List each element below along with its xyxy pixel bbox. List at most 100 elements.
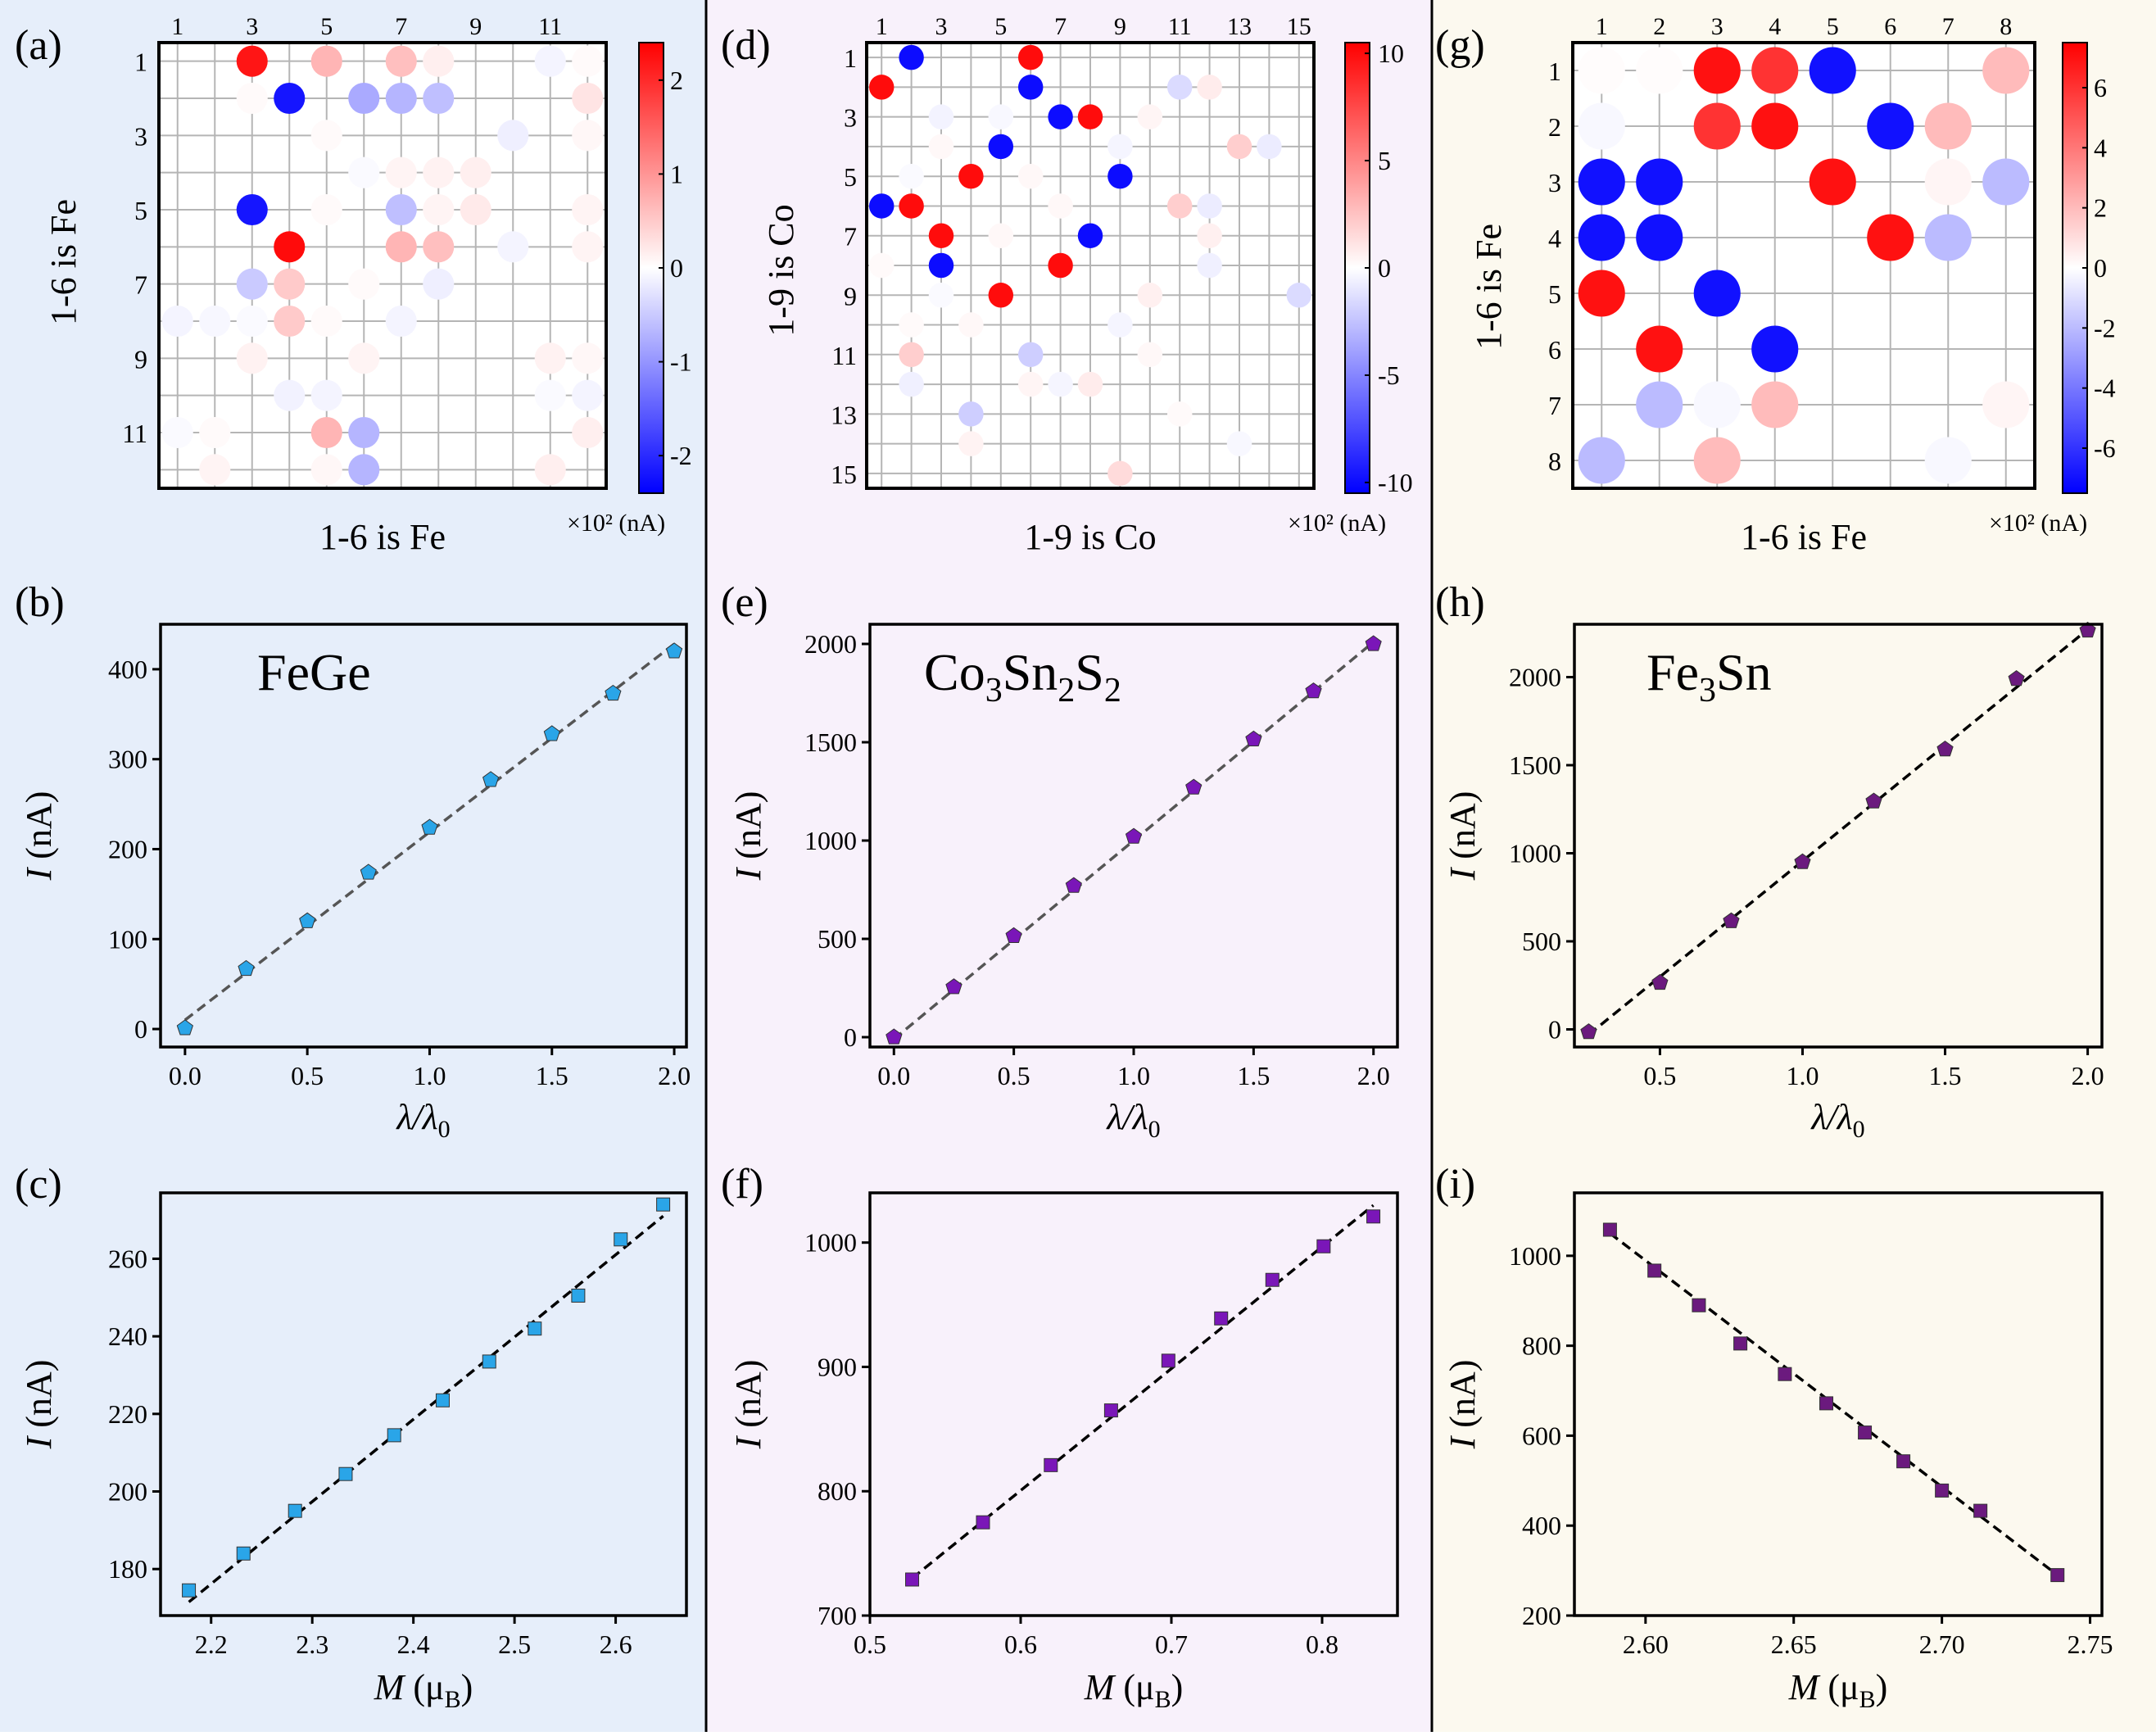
panel-e-scatter: 0.0 0.5 1.0 1.5 2.0 0 500 1000 1500 2000 (e) I (nA)… xyxy=(721,579,1399,1143)
material-label-part: Fe xyxy=(1646,643,1699,701)
y-axis-label: I (nA) xyxy=(728,1360,768,1450)
heatmap-cell xyxy=(1809,47,1856,94)
heatmap-cell xyxy=(928,223,954,248)
heatmap-frame xyxy=(157,41,608,490)
y-tick-label: 400 xyxy=(108,655,147,684)
heatmap-cell xyxy=(1636,47,1683,94)
data-point xyxy=(1936,740,1954,757)
y-tick-label: 200 xyxy=(108,834,147,863)
y-tick-label: 800 xyxy=(1522,1331,1561,1361)
heatmap-cell xyxy=(1017,371,1044,397)
heatmap-cell xyxy=(958,163,984,189)
y-tick-label: 0 xyxy=(1548,1015,1561,1045)
heatmap-cell xyxy=(236,305,268,338)
heatmap-cell xyxy=(1048,371,1073,397)
data-point xyxy=(1161,1353,1175,1368)
heatmap-x-axis-label: 1-9 is Co xyxy=(1024,517,1156,557)
data-point xyxy=(1651,973,1669,990)
heatmap-cell xyxy=(1137,283,1163,308)
y-tick-label: 600 xyxy=(1522,1421,1561,1450)
data-point xyxy=(1044,1457,1058,1472)
plot-frame xyxy=(868,1191,1399,1617)
heatmap-cell xyxy=(1693,102,1741,150)
heatmap-cell xyxy=(928,252,954,279)
heatmap-cell xyxy=(348,82,380,115)
heatmap-cell xyxy=(310,379,342,411)
heatmap-x-tick-label: 11 xyxy=(538,13,562,40)
heatmap-cell xyxy=(1578,158,1625,206)
x-axis-label-sub: B xyxy=(1155,1686,1171,1713)
y-tick-label: 0 xyxy=(844,1022,857,1052)
colorbar-tick-label: -4 xyxy=(2094,374,2116,403)
y-axis-label-symbol: I xyxy=(728,866,768,881)
heatmap-y-tick-label: 5 xyxy=(1548,279,1561,309)
colorbar-tick-label: 5 xyxy=(1378,146,1391,175)
material-label-part: Sn xyxy=(1003,643,1058,701)
data-point xyxy=(886,1028,903,1045)
heatmap-cell xyxy=(1166,193,1193,219)
heatmap-cell xyxy=(1197,223,1222,248)
heatmap-cell xyxy=(385,193,417,226)
y-tick-label: 1000 xyxy=(804,826,857,855)
heatmap-cell xyxy=(1982,47,2030,94)
x-axis-label-close: ) xyxy=(461,1667,473,1707)
x-axis-label-symbol: λ/λ xyxy=(395,1097,437,1137)
data-point xyxy=(1935,1483,1950,1498)
heatmap-y-axis-label: 1-6 is Fe xyxy=(43,199,84,325)
x-axis-label-symbol: M xyxy=(1084,1667,1116,1707)
data-point xyxy=(1858,1426,1873,1440)
x-axis-label: λ/λ0 xyxy=(1810,1097,1864,1143)
heatmap-cell xyxy=(423,268,455,300)
data-point xyxy=(482,1354,496,1369)
data-point xyxy=(1365,635,1382,651)
heatmap-cell xyxy=(1077,223,1103,248)
heatmap-cell xyxy=(1924,102,1972,150)
colorbar-tick-label: 4 xyxy=(2094,133,2107,162)
heatmap-cell xyxy=(1107,312,1133,338)
heatmap-cell xyxy=(899,371,924,397)
heatmap-x-tick-label: 3 xyxy=(246,13,258,40)
heatmap-cell xyxy=(1751,47,1799,94)
y-axis-label-unit: (nA) xyxy=(1443,1360,1483,1437)
heatmap-cell xyxy=(1636,325,1683,373)
fit-line xyxy=(1609,1232,2059,1576)
heatmap-cell xyxy=(1578,437,1625,484)
y-tick-label: 1000 xyxy=(804,1228,857,1258)
heatmap-y-tick-label: 2 xyxy=(1548,112,1561,142)
heatmap-x-tick-label: 3 xyxy=(935,13,948,40)
x-axis-label-mu: (μ xyxy=(404,1667,444,1707)
material-label: FeGe xyxy=(257,643,371,701)
y-tick-label: 700 xyxy=(818,1601,857,1630)
y-axis-label-unit: (nA) xyxy=(728,1360,768,1437)
colorbar-tick-label: 6 xyxy=(2094,73,2107,102)
heatmap-cell xyxy=(572,379,604,411)
panel-label: (i) xyxy=(1435,1161,1475,1208)
data-point xyxy=(387,1428,401,1443)
heatmap-cell xyxy=(1226,134,1252,160)
heatmap-cell xyxy=(310,454,342,486)
heatmap-cell xyxy=(534,45,566,77)
heatmap-cell xyxy=(1077,371,1103,397)
heatmap-cell xyxy=(1636,158,1683,206)
colorbar-tick-label: 1 xyxy=(670,159,683,188)
data-point xyxy=(614,1232,628,1247)
fit-line xyxy=(183,642,676,1022)
heatmap-x-tick-label: 5 xyxy=(994,13,1007,40)
heatmap-cell xyxy=(572,82,604,115)
data-point xyxy=(435,1393,450,1407)
heatmap-cell xyxy=(1017,163,1044,189)
x-tick-label: 0.7 xyxy=(1155,1629,1188,1659)
heatmap-cell xyxy=(534,454,566,486)
heatmap-cell xyxy=(1693,47,1741,94)
heatmap-cell xyxy=(423,193,455,226)
heatmap-y-tick-label: 15 xyxy=(831,460,857,489)
heatmap-x-tick-label: 1 xyxy=(1596,13,1608,40)
y-tick-label: 2000 xyxy=(1509,663,1561,692)
heatmap-cell xyxy=(1107,460,1133,487)
colorbar-tick-label: -2 xyxy=(2094,313,2116,342)
x-tick-label: 2.4 xyxy=(397,1629,430,1659)
heatmap-y-tick-label: 4 xyxy=(1548,224,1561,253)
heatmap-y-tick-label: 9 xyxy=(134,344,147,374)
data-point xyxy=(1214,1311,1229,1326)
